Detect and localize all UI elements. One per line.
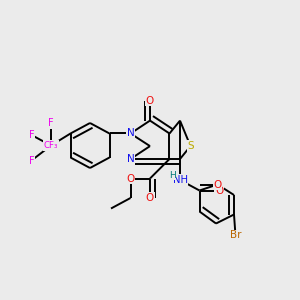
Text: F: F [29,130,34,140]
Text: H: H [169,171,176,180]
Text: O: O [146,193,154,203]
Text: N: N [127,128,134,139]
Text: S: S [187,141,194,151]
Text: Br: Br [230,230,241,241]
Text: O: O [146,95,154,106]
Text: F: F [29,155,34,166]
Text: CF₃: CF₃ [44,141,58,150]
Text: F: F [48,118,54,128]
Text: O: O [215,185,223,196]
Text: O: O [213,179,222,190]
Text: O: O [126,173,135,184]
Text: NH: NH [172,175,188,185]
Text: N: N [127,154,134,164]
